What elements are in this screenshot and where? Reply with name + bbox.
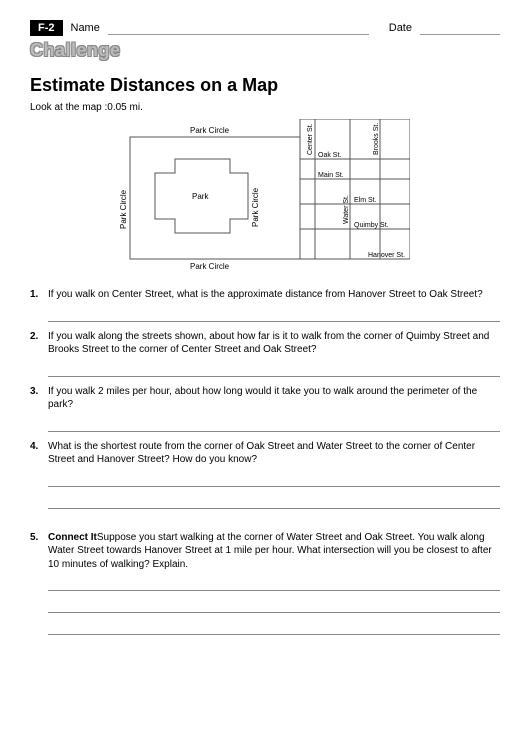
question-2: 2.If you walk along the streets shown, a…: [30, 330, 500, 357]
center-st-label: Center St.: [307, 123, 314, 155]
page-title: Estimate Distances on a Map: [30, 75, 500, 96]
question-1: 1.If you walk on Center Street, what is …: [30, 288, 500, 302]
lesson-badge: F-2: [30, 20, 63, 36]
answer-line[interactable]: [48, 418, 500, 432]
question-4: 4.What is the shortest route from the co…: [30, 440, 500, 467]
park-label: Park: [192, 192, 209, 201]
question-text: If you walk along the streets shown, abo…: [48, 330, 500, 357]
map-container: Park Circle Park Circle Park Circle Park…: [30, 119, 500, 274]
hanover-st-label: Hanover St.: [368, 252, 405, 259]
question-number: 4.: [30, 440, 48, 467]
answer-line[interactable]: [48, 363, 500, 377]
answer-line[interactable]: [48, 495, 500, 509]
question-5: 5.Connect ItSuppose you start walking at…: [30, 531, 500, 572]
oak-st-label: Oak St.: [318, 152, 341, 159]
pc-top-label: Park Circle: [190, 126, 230, 135]
pc-right-label: Park Circle: [251, 187, 260, 227]
question-number: 1.: [30, 288, 48, 302]
water-st-label: Water St.: [343, 195, 350, 224]
main-st-label: Main St.: [318, 172, 344, 179]
date-input-line[interactable]: [420, 21, 500, 35]
instruction-text: Look at the map :0.05 mi.: [30, 102, 500, 113]
question-text: What is the shortest route from the corn…: [48, 440, 500, 467]
question-text: Connect ItSuppose you start walking at t…: [48, 531, 500, 572]
question-number: 5.: [30, 531, 48, 572]
date-label: Date: [389, 22, 412, 34]
answer-line[interactable]: [48, 577, 500, 591]
name-label: Name: [71, 22, 100, 34]
question-number: 2.: [30, 330, 48, 357]
answer-line[interactable]: [48, 308, 500, 322]
questions-list: 1.If you walk on Center Street, what is …: [30, 288, 500, 635]
name-input-line[interactable]: [108, 21, 369, 35]
question-3: 3.If you walk 2 miles per hour, about ho…: [30, 385, 500, 412]
header-row: F-2 Name Date: [30, 20, 500, 36]
question-number: 3.: [30, 385, 48, 412]
answer-line[interactable]: [48, 621, 500, 635]
answer-line[interactable]: [48, 599, 500, 613]
answer-line[interactable]: [48, 473, 500, 487]
pc-bottom-label: Park Circle: [190, 262, 230, 271]
pc-left-label: Park Circle: [120, 189, 128, 229]
brooks-st-label: Brooks St.: [373, 123, 380, 155]
question-text: If you walk on Center Street, what is th…: [48, 288, 500, 302]
question-text: If you walk 2 miles per hour, about how …: [48, 385, 500, 412]
challenge-heading: Challenge: [30, 40, 500, 61]
map-svg: Park Circle Park Circle Park Circle Park…: [120, 119, 410, 274]
question-prefix: Connect It: [48, 532, 97, 543]
elm-st-label: Elm St.: [354, 197, 377, 204]
quimby-st-label: Quimby St.: [354, 222, 389, 229]
